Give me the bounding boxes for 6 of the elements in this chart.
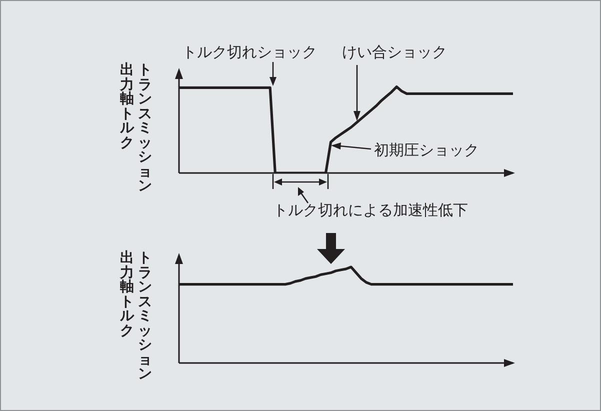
text: トルク切れショック xyxy=(182,43,317,62)
text: トランスミッション出力軸トルク xyxy=(120,62,152,194)
text: けい合ショック xyxy=(342,43,447,62)
text: トランスミッション出力軸トルク xyxy=(120,250,152,382)
text: トルク切れによる加速性低下 xyxy=(273,201,468,220)
annotation: 初期圧ショック xyxy=(374,141,479,160)
